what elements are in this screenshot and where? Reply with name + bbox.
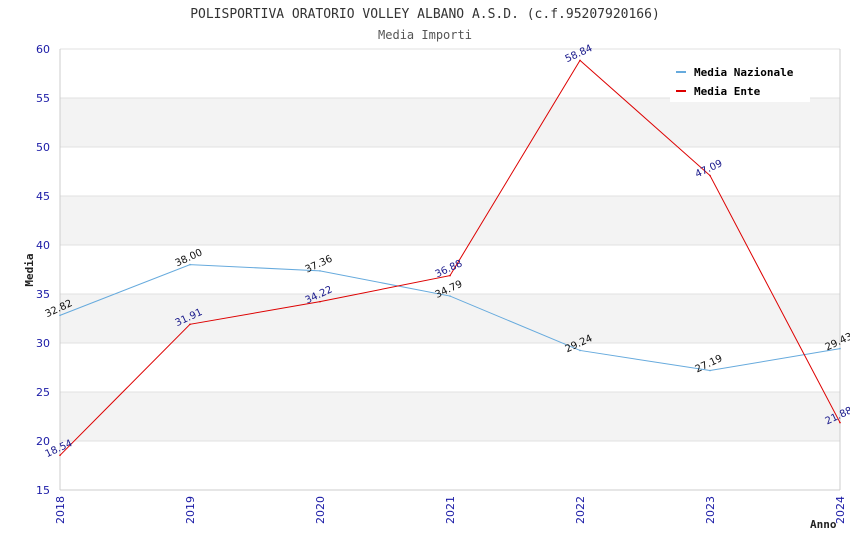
- chart-title: POLISPORTIVA ORATORIO VOLLEY ALBANO A.S.…: [190, 7, 660, 22]
- series-group: [59, 59, 841, 457]
- x-tick-label: 2020: [314, 496, 327, 524]
- y-tick-labels: 15 20 25 30 35 40 45 50 55 60: [36, 43, 50, 497]
- y-tick-label: 40: [36, 239, 50, 252]
- data-label: 47.09: [694, 158, 725, 180]
- data-point: [59, 314, 61, 317]
- data-point: [449, 274, 451, 277]
- y-tick-label: 55: [36, 92, 50, 105]
- data-label: 38.00: [174, 247, 205, 269]
- legend: Media Nazionale Media Ente: [670, 60, 810, 102]
- data-point: [579, 59, 581, 62]
- y-tick-label: 20: [36, 435, 50, 448]
- y-tick-label: 30: [36, 337, 50, 350]
- x-tick-labels: 2018 2019 2020 2021 2022 2023 2024: [54, 496, 847, 524]
- grid-bands: [60, 98, 840, 441]
- y-tick-label: 50: [36, 141, 50, 154]
- y-tick-label: 15: [36, 484, 50, 497]
- x-tick-label: 2021: [444, 496, 457, 524]
- x-axis-label: Anno: [810, 518, 837, 531]
- data-point: [189, 323, 191, 326]
- legend-box: [670, 60, 810, 102]
- y-tick-label: 60: [36, 43, 50, 56]
- chart-subtitle: Media Importi: [378, 28, 472, 42]
- data-point: [709, 174, 711, 177]
- grid-band: [60, 196, 840, 245]
- x-tick-label: 2024: [834, 496, 847, 524]
- data-point: [839, 347, 841, 350]
- data-point: [449, 295, 451, 297]
- grid-band: [60, 294, 840, 343]
- x-tick-label: 2022: [574, 496, 587, 524]
- data-point: [319, 270, 321, 272]
- data-label: 36.88: [434, 258, 465, 280]
- data-point: [579, 349, 581, 352]
- grid-band: [60, 98, 840, 147]
- y-axis-label: Media: [23, 253, 36, 286]
- data-label: 27.19: [694, 353, 725, 375]
- legend-label: Media Ente: [694, 85, 761, 98]
- x-tick-label: 2023: [704, 496, 717, 524]
- x-tick-label: 2019: [184, 496, 197, 524]
- y-tick-label: 35: [36, 288, 50, 301]
- data-point: [189, 263, 191, 266]
- x-tick-label: 2018: [54, 496, 67, 524]
- grid-band: [60, 392, 840, 441]
- data-point: [319, 300, 321, 303]
- data-point: [839, 421, 841, 424]
- legend-label: Media Nazionale: [694, 66, 794, 79]
- data-point: [59, 454, 61, 457]
- data-point: [709, 369, 711, 372]
- y-tick-label: 25: [36, 386, 50, 399]
- y-tick-label: 45: [36, 190, 50, 203]
